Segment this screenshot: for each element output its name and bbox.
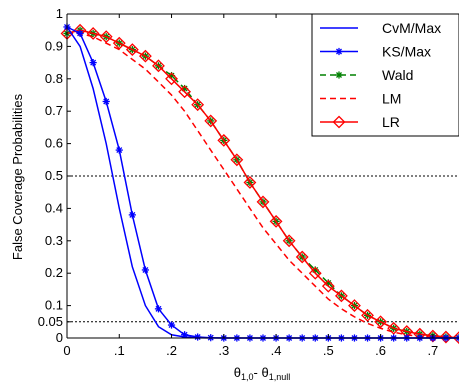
y-tick-label: 0.05 — [38, 314, 63, 329]
y-tick-label: 0.3 — [45, 233, 63, 248]
series-line — [66, 29, 459, 339]
series-point — [361, 308, 374, 322]
series-point — [256, 195, 270, 209]
x-tick-label: .5 — [323, 343, 334, 358]
series-line — [67, 32, 459, 339]
y-tick-label: 0.6 — [45, 136, 63, 151]
x-tick-label: .4 — [271, 343, 282, 358]
series-point — [335, 47, 343, 56]
axes: 00.050.10.20.30.40.50.60.70.80.910.1.2.3… — [38, 6, 459, 358]
legend-label: LM — [382, 91, 401, 107]
legend-entry: LR — [320, 114, 400, 130]
series-point — [194, 333, 202, 341]
series-lr — [60, 23, 459, 345]
series-point — [269, 214, 283, 228]
series-point — [243, 176, 257, 189]
series-point — [439, 330, 453, 344]
series-point — [154, 305, 163, 313]
legend-entry: LM — [320, 91, 401, 107]
series-point — [125, 43, 139, 57]
series-point — [348, 299, 361, 313]
series-point — [141, 266, 149, 274]
series-point — [102, 97, 110, 106]
y-tick-label: 0.5 — [45, 168, 63, 183]
y-tick-label: 1 — [56, 6, 63, 21]
series-point — [191, 98, 205, 112]
series-point — [282, 234, 296, 248]
series-point — [308, 266, 322, 280]
x-tick-label: .7 — [427, 343, 438, 358]
series-point — [178, 85, 192, 99]
series-point — [165, 72, 178, 86]
x-tick-label: .3 — [218, 343, 229, 358]
y-tick-label: 0.2 — [45, 265, 63, 280]
series-point — [335, 71, 343, 79]
series-point — [334, 289, 348, 303]
series-point — [181, 331, 189, 339]
legend-label: KS/Max — [382, 44, 431, 60]
y-tick-label: 0.7 — [45, 103, 63, 118]
legend-entry: CvM/Max — [320, 20, 441, 36]
x-axis-title-theta-1: θ — [234, 365, 241, 380]
series-point — [321, 279, 335, 293]
x-axis-title-sub-2: 1,null — [269, 372, 291, 382]
x-tick-label: .6 — [375, 343, 386, 358]
x-axis-title-sub-1: 1,0 — [241, 372, 254, 382]
series-point — [295, 250, 309, 264]
x-tick-label: .1 — [114, 343, 125, 358]
series-point — [112, 36, 126, 50]
series-point — [76, 29, 84, 38]
legend-entry: KS/Max — [320, 44, 431, 60]
series-point — [332, 115, 346, 129]
series-point — [217, 133, 231, 147]
x-axis-title: θ1,0- θ1,null — [234, 365, 290, 382]
legend-label: CvM/Max — [382, 20, 441, 36]
series-point — [167, 321, 176, 329]
series-point — [387, 321, 401, 335]
series-point — [374, 315, 388, 329]
y-tick-label: 0.9 — [45, 38, 63, 53]
x-tick-label: 0 — [63, 343, 70, 358]
series-point — [138, 49, 152, 63]
legend: CvM/Max KS/Max Wald LM LR — [311, 13, 459, 137]
legend-label: Wald — [382, 67, 413, 83]
series-point — [128, 211, 136, 219]
x-axis-title-mid: - θ — [254, 365, 269, 380]
series-point — [204, 114, 218, 128]
series-point — [152, 59, 165, 73]
series-lm — [67, 32, 459, 339]
y-tick-label: 0.8 — [45, 71, 63, 86]
series-point — [452, 331, 459, 345]
y-axis-title: False Coverage Probabilities — [10, 93, 25, 260]
series-point — [99, 30, 113, 44]
y-tick-label: 0 — [56, 330, 63, 345]
x-tick-label: .2 — [166, 343, 177, 358]
series-point — [115, 146, 123, 154]
reference-lines — [67, 175, 459, 323]
legend-entry: Wald — [320, 67, 413, 83]
series-point — [230, 153, 244, 167]
series-point — [86, 27, 100, 40]
y-tick-label: 0.4 — [45, 200, 63, 215]
legend-label: LR — [382, 114, 400, 130]
series-point — [89, 59, 97, 67]
y-tick-label: 0.1 — [45, 298, 63, 313]
